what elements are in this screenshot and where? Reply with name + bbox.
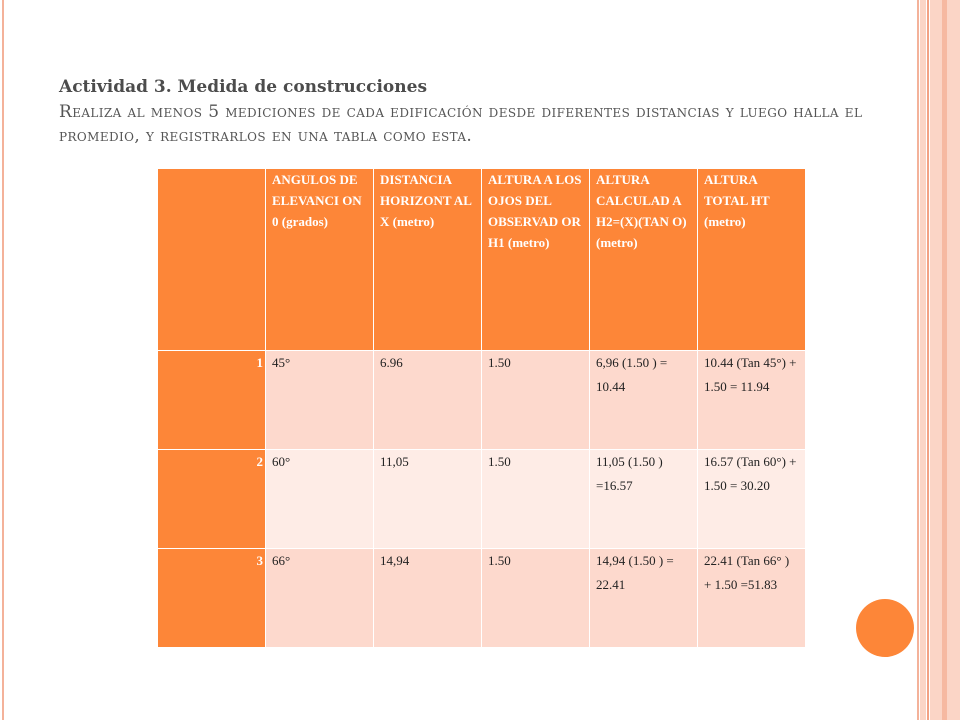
cell-calc-height: 11,05 (1.50 ) =16.57 [589,449,698,549]
slide-subtitle: Realiza al menos 5 mediciones de cada ed… [59,102,863,146]
slide-frame-left-line [2,0,4,720]
cell-distance: 14,94 [373,548,482,648]
row-index: 3 [157,548,266,648]
decorative-stripe [920,0,926,720]
cell-total-height: 22.41 (Tan 66° ) + 1.50 =51.83 [697,548,806,648]
table-header-row: ANGULOS DE ELEVANCI ON 0 (grados) DISTAN… [157,168,806,351]
decorative-stripe [927,0,929,720]
decorative-stripe [930,0,942,720]
decorative-circle [856,599,914,657]
header-index [157,168,266,351]
cell-distance: 6.96 [373,350,482,450]
cell-angle: 60° [265,449,374,549]
decorative-stripe [947,0,960,720]
cell-total-height: 10.44 (Tan 45°) + 1.50 = 11.94 [697,350,806,450]
table-row: 1 45° 6.96 1.50 6,96 (1.50 ) = 10.44 10.… [157,350,806,450]
cell-distance: 11,05 [373,449,482,549]
header-distance: DISTANCIA HORIZONT AL X (metro) [373,168,482,351]
decorative-stripe [942,0,947,720]
slide-frame [917,0,919,720]
cell-eye-height: 1.50 [481,350,590,450]
cell-calc-height: 14,94 (1.50 ) = 22.41 [589,548,698,648]
cell-angle: 45° [265,350,374,450]
row-index: 1 [157,350,266,450]
header-total-height: ALTURA TOTAL HT (metro) [697,168,806,351]
cell-eye-height: 1.50 [481,449,590,549]
table-row: 3 66° 14,94 1.50 14,94 (1.50 ) = 22.41 2… [157,548,806,648]
header-calc-height: ALTURA CALCULAD A H2=(X)(TAN O) (metro) [589,168,698,351]
cell-total-height: 16.57 (Tan 60°) + 1.50 = 30.20 [697,449,806,549]
table-row: 2 60° 11,05 1.50 11,05 (1.50 ) =16.57 16… [157,449,806,549]
row-index: 2 [157,449,266,549]
header-eye-height: ALTURA A LOS OJOS DEL OBSERVAD OR H1 (me… [481,168,590,351]
cell-eye-height: 1.50 [481,548,590,648]
header-angle: ANGULOS DE ELEVANCI ON 0 (grados) [265,168,374,351]
cell-calc-height: 6,96 (1.50 ) = 10.44 [589,350,698,450]
measurements-table: ANGULOS DE ELEVANCI ON 0 (grados) DISTAN… [157,168,806,648]
cell-angle: 66° [265,548,374,648]
slide-title: Actividad 3. Medida de construcciones [59,77,428,97]
